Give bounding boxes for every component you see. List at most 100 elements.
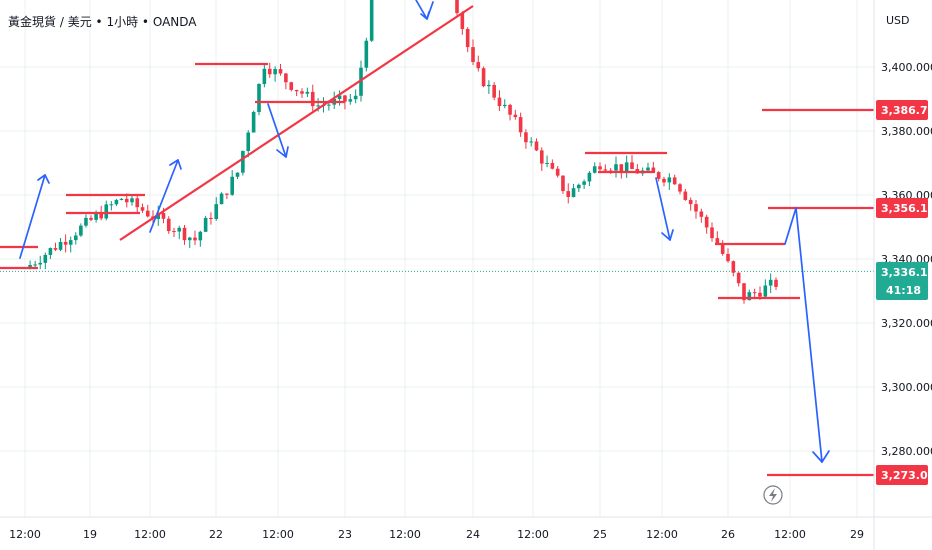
candle-body bbox=[678, 184, 682, 192]
current-price-label: 3,336.140 bbox=[881, 266, 932, 279]
candle-body bbox=[742, 283, 746, 301]
candle-body bbox=[656, 172, 661, 179]
x-tick-label: 19 bbox=[83, 528, 97, 541]
candle-body bbox=[492, 84, 496, 98]
price-marker-middle-label: 3,356.184 bbox=[881, 202, 932, 215]
candle-body bbox=[747, 292, 752, 301]
candle-body bbox=[603, 169, 608, 171]
candles bbox=[28, 0, 778, 304]
title-separator-3: • bbox=[142, 15, 153, 29]
candle-body bbox=[161, 213, 166, 219]
candle-body bbox=[246, 132, 251, 151]
arrow-down-3[interactable] bbox=[655, 177, 674, 241]
candle-body bbox=[166, 218, 171, 232]
red-drawings[interactable] bbox=[0, 5, 874, 477]
price-marker-lower-label: 3,273.013 bbox=[881, 469, 932, 482]
candle-body bbox=[534, 141, 539, 151]
x-tick-label: 25 bbox=[593, 528, 607, 541]
candle-body bbox=[262, 68, 267, 84]
x-tick-label: 12:00 bbox=[774, 528, 806, 541]
candle-body bbox=[79, 225, 83, 236]
chart-title[interactable]: 黃金現貨 / 美元 • 1小時 • OANDA bbox=[8, 14, 197, 29]
candle-body bbox=[598, 166, 602, 170]
y-tick-label: 3,280.000 bbox=[881, 445, 932, 458]
currency-name: 美元 bbox=[68, 15, 92, 29]
x-tick-label: 12:00 bbox=[517, 528, 549, 541]
candle-body bbox=[257, 83, 261, 112]
arrow-up-1[interactable] bbox=[19, 174, 50, 259]
candle-body bbox=[84, 217, 88, 226]
currency-label: USD bbox=[886, 14, 910, 27]
arrow-down-1[interactable] bbox=[267, 103, 289, 158]
candle-body bbox=[251, 111, 256, 133]
y-tick-label: 3,300.000 bbox=[881, 381, 932, 394]
candle-body bbox=[33, 264, 37, 266]
candle-body bbox=[94, 213, 98, 220]
candle-body bbox=[630, 162, 634, 169]
current-price-badge: 3,336.140 41:18 bbox=[876, 262, 932, 300]
candle-body bbox=[53, 248, 58, 250]
candle-body bbox=[513, 114, 518, 118]
title-separator-1: / bbox=[60, 15, 68, 29]
y-tick-label: 3,320.000 bbox=[881, 317, 932, 330]
candle-body bbox=[710, 227, 714, 239]
candle-body bbox=[28, 265, 32, 269]
lightning-icon[interactable] bbox=[763, 485, 783, 505]
candle-body bbox=[225, 193, 229, 195]
x-tick-label: 12:00 bbox=[134, 528, 166, 541]
title-separator-2: • bbox=[96, 15, 107, 29]
candle-body bbox=[731, 261, 736, 273]
candle-body bbox=[119, 198, 124, 200]
price-marker-upper: 3,386.772 bbox=[876, 100, 932, 120]
projection-arrow[interactable] bbox=[784, 207, 830, 463]
candle-body bbox=[571, 188, 576, 197]
candle-body bbox=[662, 178, 666, 183]
candle-body bbox=[497, 97, 502, 107]
candle-body bbox=[369, 0, 374, 41]
candle-body bbox=[353, 95, 358, 100]
candle-body bbox=[758, 292, 762, 297]
candle-body bbox=[651, 167, 656, 173]
candle-body bbox=[476, 62, 481, 69]
grid bbox=[0, 0, 874, 517]
candle-body bbox=[683, 191, 688, 200]
price-marker-lower: 3,273.013 bbox=[876, 465, 932, 485]
candle-body bbox=[577, 184, 581, 189]
candle-body bbox=[109, 204, 114, 206]
blue-arrows[interactable] bbox=[19, 0, 830, 463]
candle-body bbox=[508, 104, 512, 115]
candle-body bbox=[481, 68, 486, 87]
candle-body bbox=[619, 164, 624, 172]
x-tick-label: 26 bbox=[721, 528, 735, 541]
candle-body bbox=[688, 199, 693, 205]
candle-body bbox=[720, 243, 725, 254]
candle-body bbox=[487, 84, 491, 87]
arrow-down-2[interactable] bbox=[415, 0, 434, 20]
candle-body bbox=[555, 168, 560, 176]
candle-body bbox=[545, 162, 549, 164]
candle-body bbox=[736, 272, 741, 284]
candle-body bbox=[582, 181, 586, 185]
candle-body bbox=[465, 28, 470, 48]
candle-body bbox=[300, 91, 304, 94]
candle-body bbox=[539, 150, 544, 164]
candle-body bbox=[73, 235, 78, 241]
x-tick-label: 12:00 bbox=[262, 528, 294, 541]
x-tick-label: 23 bbox=[338, 528, 352, 541]
arrow-up-2[interactable] bbox=[149, 159, 182, 233]
price-marker-middle: 3,356.184 bbox=[876, 198, 932, 218]
candle-body bbox=[278, 69, 283, 74]
x-tick-label: 24 bbox=[466, 528, 480, 541]
price-marker-upper-label: 3,386.772 bbox=[881, 104, 932, 117]
candle-body bbox=[672, 177, 677, 185]
y-tick-label: 3,400.000 bbox=[881, 61, 932, 74]
candle-body bbox=[455, 0, 459, 14]
candle-body bbox=[177, 227, 182, 232]
x-tick-label: 12:00 bbox=[389, 528, 421, 541]
candle-body bbox=[63, 241, 68, 245]
x-tick-label: 12:00 bbox=[646, 528, 678, 541]
candle-body bbox=[172, 231, 176, 233]
trend-line[interactable] bbox=[119, 5, 474, 241]
